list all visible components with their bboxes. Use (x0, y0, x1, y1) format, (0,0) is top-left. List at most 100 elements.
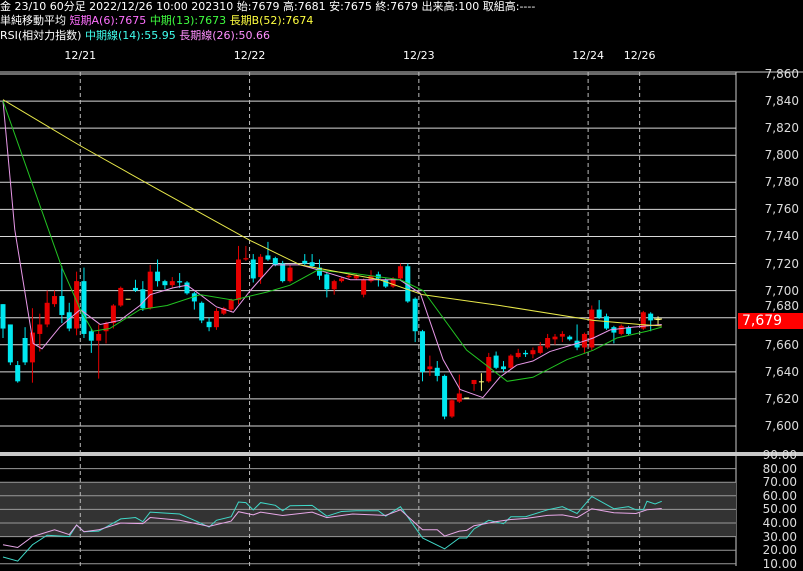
price-tick-label: 7,740 (764, 229, 799, 244)
candle-body (559, 333, 565, 337)
candle-body (221, 308, 227, 314)
candle-body (74, 281, 80, 329)
candle-body (147, 271, 153, 309)
header-info-line: 金 23/10 60分足 2022/12/26 10:00 202310 始:7… (0, 0, 535, 14)
candle-body (346, 275, 352, 278)
candle-body (96, 333, 102, 341)
candle-body (250, 259, 256, 279)
price-tick-label: 7,800 (764, 148, 799, 163)
candle-body (88, 331, 94, 341)
candle-body (596, 309, 602, 318)
rsi-long-legend: 長期線(26):50.66 (179, 29, 271, 42)
candle-body (0, 304, 6, 329)
price-tick-label: 7,860 (764, 67, 799, 81)
candle-body (390, 278, 396, 287)
candle-body (361, 279, 367, 295)
candle-body (530, 350, 536, 355)
price-tick-label: 7,620 (764, 391, 799, 406)
price-tick-label: 7,760 (764, 202, 799, 217)
candle-body (118, 287, 124, 306)
rsi-tick-label: 80.00 (762, 461, 797, 476)
price-tick-label: 7,640 (764, 364, 799, 379)
candle-body (258, 256, 264, 278)
rsi-title: RSI(相対力指数) (0, 29, 82, 42)
candle-body (169, 281, 175, 286)
candle-body (184, 282, 190, 294)
price-tick-label: 7,660 (764, 337, 799, 352)
rsi-tick-label: 90.00 (762, 448, 797, 462)
candle-body (177, 281, 183, 283)
candle-body (545, 338, 551, 348)
candle-body (309, 262, 315, 267)
candle-body (464, 397, 470, 399)
candle-body (287, 267, 293, 282)
candle-body (405, 266, 411, 302)
candle-body (44, 302, 50, 325)
candle-body (29, 332, 35, 363)
candle-body (589, 309, 595, 348)
panel-separator (0, 452, 803, 456)
candle-body (206, 321, 212, 328)
candle-body (537, 346, 543, 353)
candle-body (52, 296, 58, 305)
candle-body (478, 381, 484, 383)
price-tick-label: 7,840 (764, 94, 799, 109)
ma-short-legend: 短期A(6):7675 (69, 14, 147, 27)
candle-body (493, 355, 499, 368)
candle-body (316, 267, 322, 276)
candle-body (66, 312, 72, 329)
candle-body (7, 324, 13, 363)
rsi-tick-label: 70.00 (762, 475, 797, 490)
candle-body (500, 366, 506, 370)
rsi-mid-line (2, 495, 662, 562)
candle-body (427, 366, 433, 370)
candle-body (574, 340, 580, 348)
candle-body (626, 327, 632, 334)
candle-body (59, 296, 65, 315)
rsi-mid-legend: 中期線(14):55.95 (84, 29, 176, 42)
candle-body (508, 355, 514, 368)
candle-body (191, 293, 197, 302)
candle-body (331, 281, 337, 290)
candle-body (132, 287, 138, 291)
ma-legend: 単純移動平均 短期A(6):7675 中期(13):7673 長期B(52):7… (0, 14, 313, 28)
candle-body (648, 313, 654, 321)
price-tick-label: 7,720 (764, 256, 799, 271)
candle-body (434, 367, 440, 376)
candle-body (449, 400, 455, 417)
rsi-tick-label: 50.00 (762, 502, 797, 517)
price-tick-label: 7,780 (764, 175, 799, 190)
candle-body (302, 260, 308, 264)
candle-body (353, 275, 359, 279)
candle-body (604, 316, 610, 329)
date-label: 12/24 (572, 49, 604, 62)
ma-mid-line (2, 100, 662, 382)
date-label: 12/21 (64, 49, 97, 62)
rsi-tick-label: 30.00 (762, 529, 797, 544)
date-label: 12/22 (233, 49, 266, 62)
date-label: 12/23 (402, 49, 435, 62)
candle-body (442, 375, 448, 417)
candle-body (515, 352, 521, 357)
candle-body (567, 336, 573, 340)
candle-body (243, 258, 249, 260)
candle-body (339, 278, 345, 282)
candle-body (324, 274, 330, 290)
price-tick-label: 7,820 (764, 121, 799, 136)
rsi-tick-label: 10.00 (762, 556, 797, 571)
price-tick-label: 7,600 (764, 419, 799, 433)
candle-body (280, 263, 286, 282)
candle-body (397, 266, 403, 279)
candle-body (37, 324, 43, 334)
candle-body (640, 312, 646, 329)
candle-body (471, 379, 477, 385)
ma-short-line (2, 101, 662, 399)
rsi-tick-label: 60.00 (762, 488, 797, 503)
candle-body (412, 298, 418, 332)
ma-mid-legend: 中期(13):7673 (149, 14, 227, 27)
ma-title: 単純移動平均 (0, 14, 66, 27)
candle-body (103, 323, 109, 332)
candle-body (456, 393, 462, 402)
candle-body (22, 338, 28, 363)
